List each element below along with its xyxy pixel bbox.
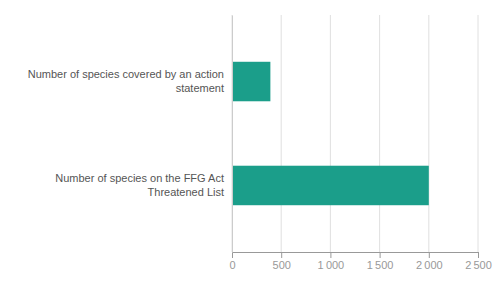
x-tick: 500: [273, 252, 291, 271]
x-tick-label: 0: [229, 259, 235, 271]
x-tick-mark: [380, 252, 381, 258]
grid-line: [330, 15, 331, 252]
grid-line: [379, 15, 380, 252]
bars: [232, 62, 429, 205]
chart-container: 0 500 1 000 1 500 2 000 2 500 Number of specie…: [0, 0, 500, 282]
plot: 0 500 1 000 1 500 2 000 2 500 Number of specie…: [28, 15, 492, 271]
y-tick-label-line: statement: [176, 82, 224, 94]
x-tick: 1 500: [367, 252, 394, 271]
x-tick-label: 2 500: [465, 259, 492, 271]
y-tick-label: Number of species covered by an action st…: [28, 68, 224, 93]
x-tick-label: 500: [273, 259, 291, 271]
x-tick-label: 1 000: [318, 259, 345, 271]
x-tick-mark: [281, 252, 282, 258]
y-tick-label-line: Number of species on the FFG Act: [55, 172, 224, 184]
y-tick: Number of species on the FFG Act Threaten…: [55, 172, 224, 197]
y-tick-label: Number of species on the FFG Act Threaten…: [55, 172, 224, 197]
x-tick: 2 500: [465, 252, 492, 271]
x-tick: 2 000: [416, 252, 443, 271]
grid-line: [232, 15, 233, 252]
x-tick-label: 2 000: [416, 259, 443, 271]
chart: 0 500 1 000 1 500 2 000 2 500 Number of specie…: [0, 0, 500, 282]
y-tick-label-line: Threatened List: [148, 186, 224, 198]
grid-line: [281, 15, 282, 252]
x-tick-mark: [429, 252, 430, 258]
x-axis-line: [233, 253, 479, 259]
y-tick-label-line: Number of species covered by an action: [28, 68, 224, 80]
x-tick-mark: [330, 252, 331, 258]
x-axis: 0 500 1 000 1 500 2 000 2 500: [229, 252, 491, 271]
x-tick: 1 000: [318, 252, 345, 271]
x-tick-mark: [232, 252, 233, 258]
x-tick-label: 1 500: [367, 259, 394, 271]
y-tick: Number of species covered by an action st…: [28, 68, 224, 93]
bar: [232, 62, 270, 102]
x-tick: 0: [229, 252, 235, 271]
y-axis: Number of species on the FFG Act Threaten…: [28, 16, 233, 253]
x-tick-mark: [478, 252, 479, 258]
bar: [232, 166, 429, 206]
grid-line: [428, 15, 429, 252]
grid: [232, 15, 478, 252]
grid-line: [478, 15, 479, 252]
y-axis-line: [232, 16, 233, 253]
